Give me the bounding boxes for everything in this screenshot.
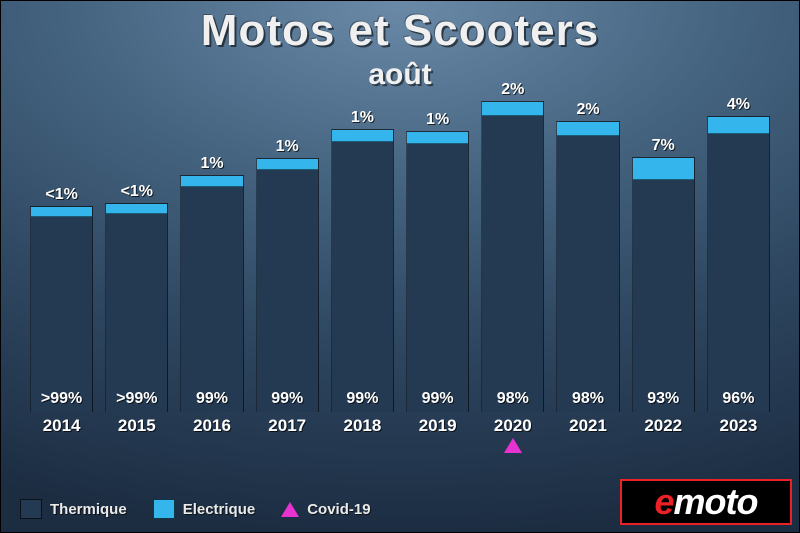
legend: Thermique Electrique Covid-19 [20, 499, 371, 519]
legend-label: Thermique [50, 501, 127, 518]
electrique-label: <1% [121, 183, 153, 201]
bar-2020: 2% 98% 2020 [481, 81, 544, 453]
segment-electrique [257, 159, 318, 170]
segment-thermique: 99% [332, 142, 393, 412]
bar-2014: <1% >99% 2014 [30, 186, 93, 453]
segment-electrique [633, 158, 694, 180]
electrique-label: 2% [576, 101, 599, 119]
bar-stack: >99% [105, 203, 168, 412]
bar-2022: 7% 93% 2022 [632, 137, 695, 453]
bar-stack: 99% [256, 158, 319, 412]
legend-triangle-icon [281, 502, 299, 517]
chart-title: Motos et Scooters [0, 6, 800, 56]
year-label: 2015 [118, 416, 156, 436]
bar-stack: 98% [556, 121, 619, 412]
thermique-label: >99% [116, 390, 157, 412]
thermique-label: >99% [41, 390, 82, 412]
bar-2018: 1% 99% 2018 [331, 109, 394, 453]
year-label: 2021 [569, 416, 607, 436]
segment-thermique: 96% [708, 134, 769, 412]
segment-electrique [181, 176, 242, 187]
segment-thermique: 98% [557, 136, 618, 412]
segment-thermique: 93% [633, 180, 694, 412]
segment-electrique [557, 122, 618, 136]
year-label: 2022 [644, 416, 682, 436]
segment-electrique [407, 132, 468, 144]
electrique-label: 1% [351, 109, 374, 127]
year-label: 2023 [720, 416, 758, 436]
bar-stack: 99% [180, 175, 243, 412]
year-label: 2017 [268, 416, 306, 436]
electrique-label: 2% [501, 81, 524, 99]
thermique-label: 98% [572, 390, 604, 412]
legend-swatch-icon [153, 499, 175, 519]
legend-swatch-icon [20, 499, 42, 519]
year-label: 2018 [344, 416, 382, 436]
thermique-label: 93% [647, 390, 679, 412]
segment-thermique: >99% [31, 217, 92, 412]
logo-prefix: e [654, 484, 673, 520]
electrique-label: 1% [426, 111, 449, 129]
bar-2019: 1% 99% 2019 [406, 111, 469, 453]
segment-thermique: >99% [106, 214, 167, 412]
thermique-label: 99% [422, 390, 454, 412]
segment-thermique: 99% [407, 144, 468, 412]
electrique-label: 1% [276, 138, 299, 156]
thermique-label: 99% [346, 390, 378, 412]
logo-rest: moto [674, 484, 758, 520]
thermique-label: 99% [196, 390, 228, 412]
bar-stack: 99% [331, 129, 394, 412]
bar-chart: <1% >99% 2014 <1% >99% 2015 1% 99% 2016 1% 99% 2017… [30, 100, 770, 453]
thermique-label: 98% [497, 390, 529, 412]
bar-2021: 2% 98% 2021 [556, 101, 619, 453]
segment-electrique [708, 117, 769, 134]
legend-label: Electrique [183, 501, 256, 518]
legend-label: Covid-19 [307, 501, 370, 518]
bar-stack: 98% [481, 101, 544, 412]
year-label: 2020 [494, 416, 532, 436]
bar-2017: 1% 99% 2017 [256, 138, 319, 453]
segment-electrique [106, 204, 167, 214]
thermique-label: 99% [271, 390, 303, 412]
bar-2015: <1% >99% 2015 [105, 183, 168, 453]
bar-stack: 93% [632, 157, 695, 412]
segment-thermique: 98% [482, 116, 543, 412]
year-label: 2014 [43, 416, 81, 436]
segment-electrique [482, 102, 543, 116]
logo-emoto: emoto [620, 479, 792, 525]
segment-electrique [31, 207, 92, 217]
bar-2016: 1% 99% 2016 [180, 155, 243, 453]
chart-subtitle: août [0, 58, 800, 92]
segment-thermique: 99% [181, 187, 242, 412]
bar-stack: 99% [406, 131, 469, 412]
electrique-label: 1% [200, 155, 223, 173]
segment-electrique [332, 130, 393, 142]
thermique-label: 96% [722, 390, 754, 412]
year-label: 2016 [193, 416, 231, 436]
year-label: 2019 [419, 416, 457, 436]
bar-stack: 96% [707, 116, 770, 412]
electrique-label: 7% [652, 137, 675, 155]
legend-item: Covid-19 [281, 501, 370, 518]
electrique-label: <1% [45, 186, 77, 204]
bar-2023: 4% 96% 2023 [707, 96, 770, 453]
electrique-label: 4% [727, 96, 750, 114]
legend-item: Thermique [20, 499, 127, 519]
covid-marker-icon [504, 438, 522, 453]
legend-item: Electrique [153, 499, 256, 519]
segment-thermique: 99% [257, 170, 318, 412]
bar-stack: >99% [30, 206, 93, 412]
